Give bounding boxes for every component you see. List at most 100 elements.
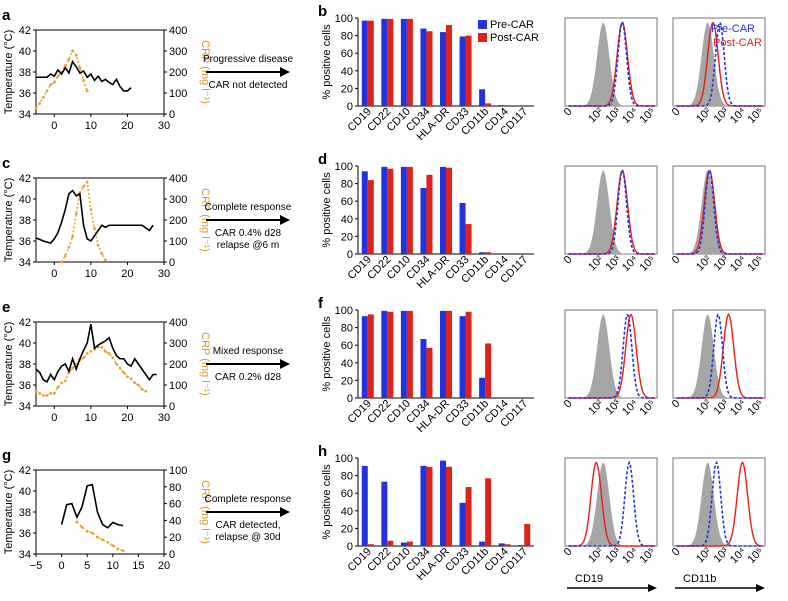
y-tick-label: 60 [341,488,353,500]
pre-car-bar-cd19 [361,465,368,546]
temperature-series-line [35,323,157,383]
pre-car-bar-hla-dr [440,310,446,398]
pre-car-bar-cd19 [361,20,368,106]
histogram-x-tick-label: 0 [670,546,683,559]
x-tick-label: 30 [158,412,170,424]
post-car-histogram-line [676,461,764,547]
y-axis-label: % positive cells [321,24,333,100]
post-car-bar-cd19 [367,20,374,106]
plot-frame [35,29,165,115]
crp-point [133,381,137,385]
crp-point [56,74,60,78]
x-tick-label: 0 [59,560,65,572]
histogram-x-tick-label: 10³ [711,105,731,125]
y-tick-label: 40 [341,506,353,518]
crp-point [93,227,96,230]
crp-point [38,102,42,105]
y-tick-label-right: 40 [169,515,181,527]
histogram-x-tick-label: 10⁴ [620,397,641,418]
histogram-x-tick-label: 10⁵ [746,398,766,418]
histogram-x-tick-label: 0 [670,106,683,119]
histogram-x-tick-label: 10³ [711,545,731,565]
y-tick-label-right: 100 [169,88,187,100]
annotation-outcome: Complete response [205,202,292,213]
annotation-detail: CAR not detected [209,80,288,91]
y-tick-label: 60 [341,196,353,208]
crp-point [107,352,111,355]
x-tick-label: 20 [158,560,170,572]
crp-point [52,392,56,395]
pre-car-bar-cd33 [459,202,466,254]
y-tick-label-right: 20 [169,532,181,544]
crp-point [144,389,148,393]
y-tick-label: 60 [341,340,353,352]
post-car-bar-hla-dr [446,25,452,106]
pre-car-bar-cd22 [381,481,388,546]
y-tick-label-right: 200 [169,359,187,371]
post-car-bar-cd22 [387,168,394,254]
crp-point [126,375,129,378]
y-tick-label-left: 40 [19,338,31,350]
y-tick-label-left: 34 [19,257,31,269]
y-tick-label: 40 [341,214,353,226]
crp-point [41,95,45,99]
histogram-x-tick-label: 10⁵ [746,254,766,274]
y-tick-label-right: 80 [169,482,181,494]
pre-car-bar-cd34 [420,465,427,546]
arrow-head [280,359,290,369]
y-tick-label-right: 0 [169,109,175,121]
y-axis-label-right: CRP (mg l⁻¹) [199,480,211,544]
y-tick-label-left: 42 [19,173,31,185]
y-tick-label-left: 38 [19,215,31,227]
y-axis-label: % positive cells [321,316,333,392]
y-tick-label-left: 34 [19,401,31,413]
pre-car-histogram-line [568,21,656,107]
annotation-detail: CAR detected, [215,520,280,531]
control-histogram-area [676,314,764,398]
pre-car-bar-cd34 [420,188,427,254]
crp-point [49,83,53,86]
x-tick-label: 20 [121,412,133,424]
crp-point [116,547,120,551]
annotation-detail: relapse @ 30d [215,532,280,543]
crp-point [96,535,99,539]
y-tick-label: 100 [335,161,353,173]
y-tick-label: 100 [335,305,353,317]
y-tick-label-left: 40 [19,46,31,58]
y-axis-label-left: Temperature (°C) [3,30,15,114]
post-car-bar-cd10 [406,541,413,546]
histogram-x-tick-label: 10² [694,105,714,125]
crp-point [45,89,49,93]
crp-point [85,352,89,355]
y-tick-label: 80 [341,471,353,483]
y-tick-label-right: 300 [169,338,187,350]
crp-series-line [35,346,147,397]
y-axis-label: % positive cells [321,464,333,540]
histogram-x-tick-label: 0 [562,254,575,267]
y-tick-label: 40 [341,358,353,370]
temperature-series-line [36,59,132,92]
control-histogram-area [568,170,656,254]
post-car-bar-cd34 [426,174,433,254]
y-tick-label: 20 [341,375,353,387]
crp-point [74,53,78,57]
y-tick-label-right: 300 [169,46,187,58]
crp-point [137,383,140,387]
crp-point [101,538,104,542]
post-car-bar-cd19 [367,180,374,254]
crp-point [45,394,49,397]
x-tick-label: −5 [30,560,43,572]
marker-arrow-head [648,584,657,592]
crp-point [60,260,63,264]
crp-point [71,235,74,239]
y-tick-label-left: 34 [19,549,31,561]
y-tick-label-right: 0 [169,401,175,413]
pre-car-bar-cd11b [479,377,486,398]
panel-label: c [2,155,10,172]
post-car-bar-cd19 [367,544,374,546]
annotation-outcome: Mixed response [213,346,284,357]
